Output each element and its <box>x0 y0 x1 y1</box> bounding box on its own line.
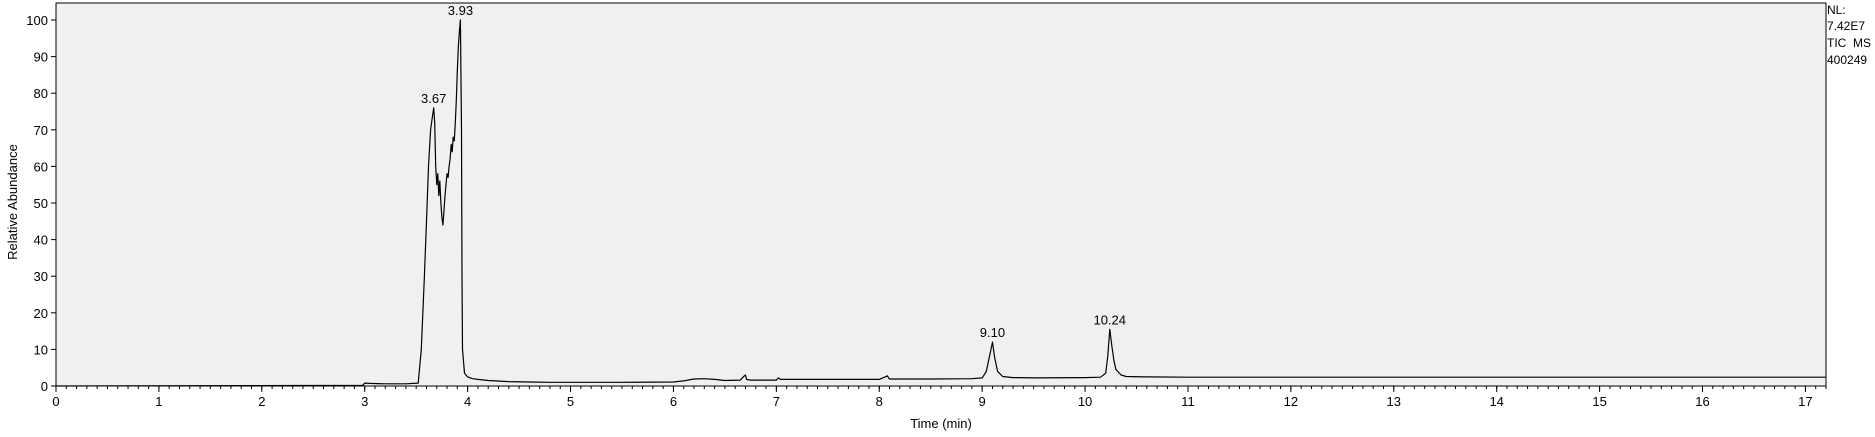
y-tick-label: 0 <box>41 379 48 394</box>
x-tick-label: 4 <box>464 394 471 409</box>
info-file-id: 400249 <box>1827 53 1867 67</box>
x-tick-label: 17 <box>1798 394 1812 409</box>
y-tick-label: 60 <box>34 159 48 174</box>
y-axis-title: Relative Abundance <box>5 144 20 260</box>
x-tick-label: 15 <box>1592 394 1606 409</box>
x-tick-label: 12 <box>1284 394 1298 409</box>
axes: 0 1 2 3 4 5 6 7 8 9 10 11 12 13 14 15 16 1701020304050607… <box>26 13 1827 409</box>
x-tick-label: 1 <box>155 394 162 409</box>
x-tick-label: 7 <box>773 394 780 409</box>
y-tick-label: 10 <box>34 342 48 357</box>
x-tick-label: 0 <box>52 394 59 409</box>
x-tick-label: 10 <box>1078 394 1092 409</box>
y-tick-label: 50 <box>34 196 48 211</box>
x-tick-label: 16 <box>1695 394 1709 409</box>
x-tick-label: 11 <box>1181 394 1195 409</box>
y-tick-label: 90 <box>34 50 48 65</box>
y-tick-label: 80 <box>34 86 48 101</box>
y-tick-label: 30 <box>34 269 48 284</box>
x-tick-label: 2 <box>258 394 265 409</box>
y-tick-label: 70 <box>34 123 48 138</box>
peak-label-layer: 3.67 3.93 9.10 10.24 <box>421 3 1126 340</box>
info-nl-label: NL: <box>1827 3 1846 17</box>
trace-layer <box>55 19 1826 387</box>
y-tick-label: 20 <box>34 306 48 321</box>
plot-background <box>55 2 1827 387</box>
x-tick-label: 3 <box>361 394 368 409</box>
x-tick-label: 14 <box>1489 394 1503 409</box>
x-tick-label: 9 <box>979 394 986 409</box>
info-nl-value: 7.42E7 <box>1827 19 1865 33</box>
peak-label: 3.67 <box>421 91 446 106</box>
tic-trace-line <box>55 19 1826 387</box>
y-tick-label: 40 <box>34 233 48 248</box>
x-tick-label: 6 <box>670 394 677 409</box>
peak-label: 10.24 <box>1093 312 1126 327</box>
y-tick-label: 100 <box>26 13 48 28</box>
x-axis-title: Time (min) <box>910 416 972 431</box>
info-scan-filter: TIC MS <box>1827 36 1871 50</box>
x-tick-label: 8 <box>876 394 883 409</box>
x-tick-label: 5 <box>567 394 574 409</box>
x-tick-label: 13 <box>1387 394 1401 409</box>
peak-label: 9.10 <box>980 325 1005 340</box>
peak-label: 3.93 <box>448 3 473 18</box>
